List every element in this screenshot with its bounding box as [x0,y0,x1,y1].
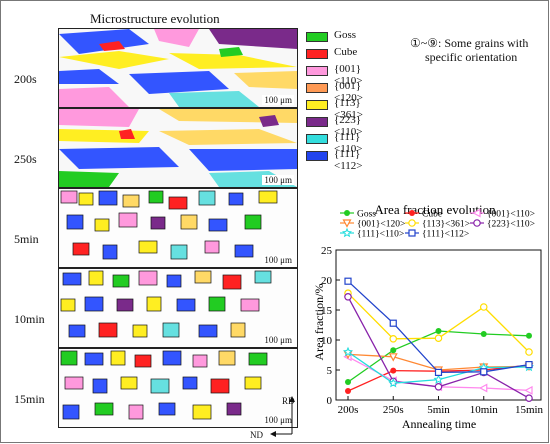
micrograph-250s: 100 μm [58,108,298,188]
y-tick-label: 15 [321,305,333,317]
data-point [525,361,533,369]
legend-label: {113}<361> [422,220,470,230]
scale-bar: 100 μm [262,255,294,265]
data-point [345,388,351,394]
data-point [433,374,444,384]
swatch-111-110 [306,134,328,144]
legend-label: Goss [357,210,376,220]
data-point [343,346,353,357]
swatch-001-120 [306,83,328,93]
data-point [472,208,481,218]
data-point [389,334,398,343]
y-axis-label: Area fraction/% [312,284,326,361]
data-point [342,227,352,238]
data-point [478,383,488,393]
swatch-goss [306,32,328,42]
legend-label: {113}<361> [334,97,363,121]
legend-label: {223}<110> [334,114,363,138]
data-point [409,210,415,216]
data-point [434,368,443,376]
swatch-113-361 [306,100,328,110]
series-line [347,280,530,374]
scale-bar: 100 μm [262,95,294,105]
data-point [434,382,443,391]
micrograph-10min: 100 μm [58,268,298,348]
y-tick-label: 20 [321,275,333,287]
chart-title: Area fraction evolution [374,202,496,217]
y-tick-label: 5 [327,365,333,377]
swatch-223-110 [306,117,328,127]
row-label-250s: 250s [14,152,37,166]
legend-label: {223}<110> [487,220,535,230]
legend-label: {111}<112> [422,230,469,240]
data-point [435,328,442,334]
series-line [347,292,530,353]
data-point [434,334,443,343]
legend-label: Cube [334,46,358,58]
x-tick-label: 10min [470,404,499,416]
data-point [408,229,416,237]
data-point [345,379,351,385]
scale-bar: 100 μm [262,175,294,185]
x-tick-label: 250s [383,404,404,416]
row-label-5min: 5min [14,232,39,246]
legend-label: {001}<120> [357,220,405,230]
data-point [479,303,488,311]
micrograph-200s: 100 μm [58,28,298,108]
legend-label: {001}<110> [334,63,363,87]
rd-label: RD [282,396,295,406]
data-point [480,331,487,337]
plot-area: 0 5 10 15 20 25 200s 250s 5min 10min 15min Goss Cube… [321,208,544,416]
legend-label: {111}<110> [357,230,404,240]
y-tick-label: 0 [327,395,333,407]
row-label-200s: 200s [14,72,37,86]
x-axis-label: Annealing time [402,417,476,431]
legend-label: {001}<110> [487,210,535,220]
swatch-111-112 [306,151,328,161]
x-tick-label: 15min [515,404,544,416]
grains-note-line2: specific orientation [425,50,518,64]
data-point [480,368,488,376]
data-point [390,347,397,354]
swatch-cube [306,49,328,59]
legend-label: {001}<120> [334,80,363,104]
data-point [388,377,399,388]
rd-nd-axes [270,394,300,440]
y-tick-label: 25 [321,245,333,257]
data-point [344,292,352,301]
data-point [344,277,352,285]
grains-note-line1: ①~⑨: Some grains with [410,36,529,50]
data-point [388,353,398,362]
data-point [390,367,397,374]
data-point [342,219,352,228]
series-line [347,296,530,399]
scale-bar: 100 μm [262,335,294,345]
data-point [524,385,533,395]
row-label-15min: 15min [14,392,45,406]
data-point [525,348,533,356]
data-point [473,219,481,227]
x-tick-label: 5min [427,404,450,416]
nd-label: ND [250,430,263,440]
legend-label: {111}<110> [334,131,363,155]
row-label-10min: 10min [14,312,45,326]
micrograph-15min: 100 μm [58,348,298,428]
scale-bar: 100 μm [262,415,294,425]
legend-label: {111}<112> [334,148,363,172]
micrograph-5min: 100 μm [58,188,298,268]
data-point [525,394,533,403]
data-point [526,332,532,339]
x-tick-label: 200s [338,404,359,416]
data-point [389,319,397,327]
data-point [344,210,350,216]
y-tick-label: 10 [321,335,333,347]
legend-label: Cube [422,210,442,220]
legend-label: Goss [334,29,357,41]
swatch-001-110 [306,66,328,76]
data-point [408,219,416,227]
micro-title: Microstructure evolution [90,11,220,26]
